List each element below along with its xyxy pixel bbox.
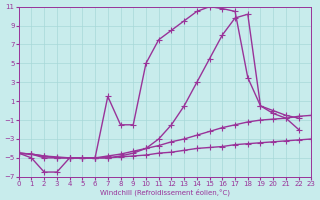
X-axis label: Windchill (Refroidissement éolien,°C): Windchill (Refroidissement éolien,°C) xyxy=(100,188,230,196)
